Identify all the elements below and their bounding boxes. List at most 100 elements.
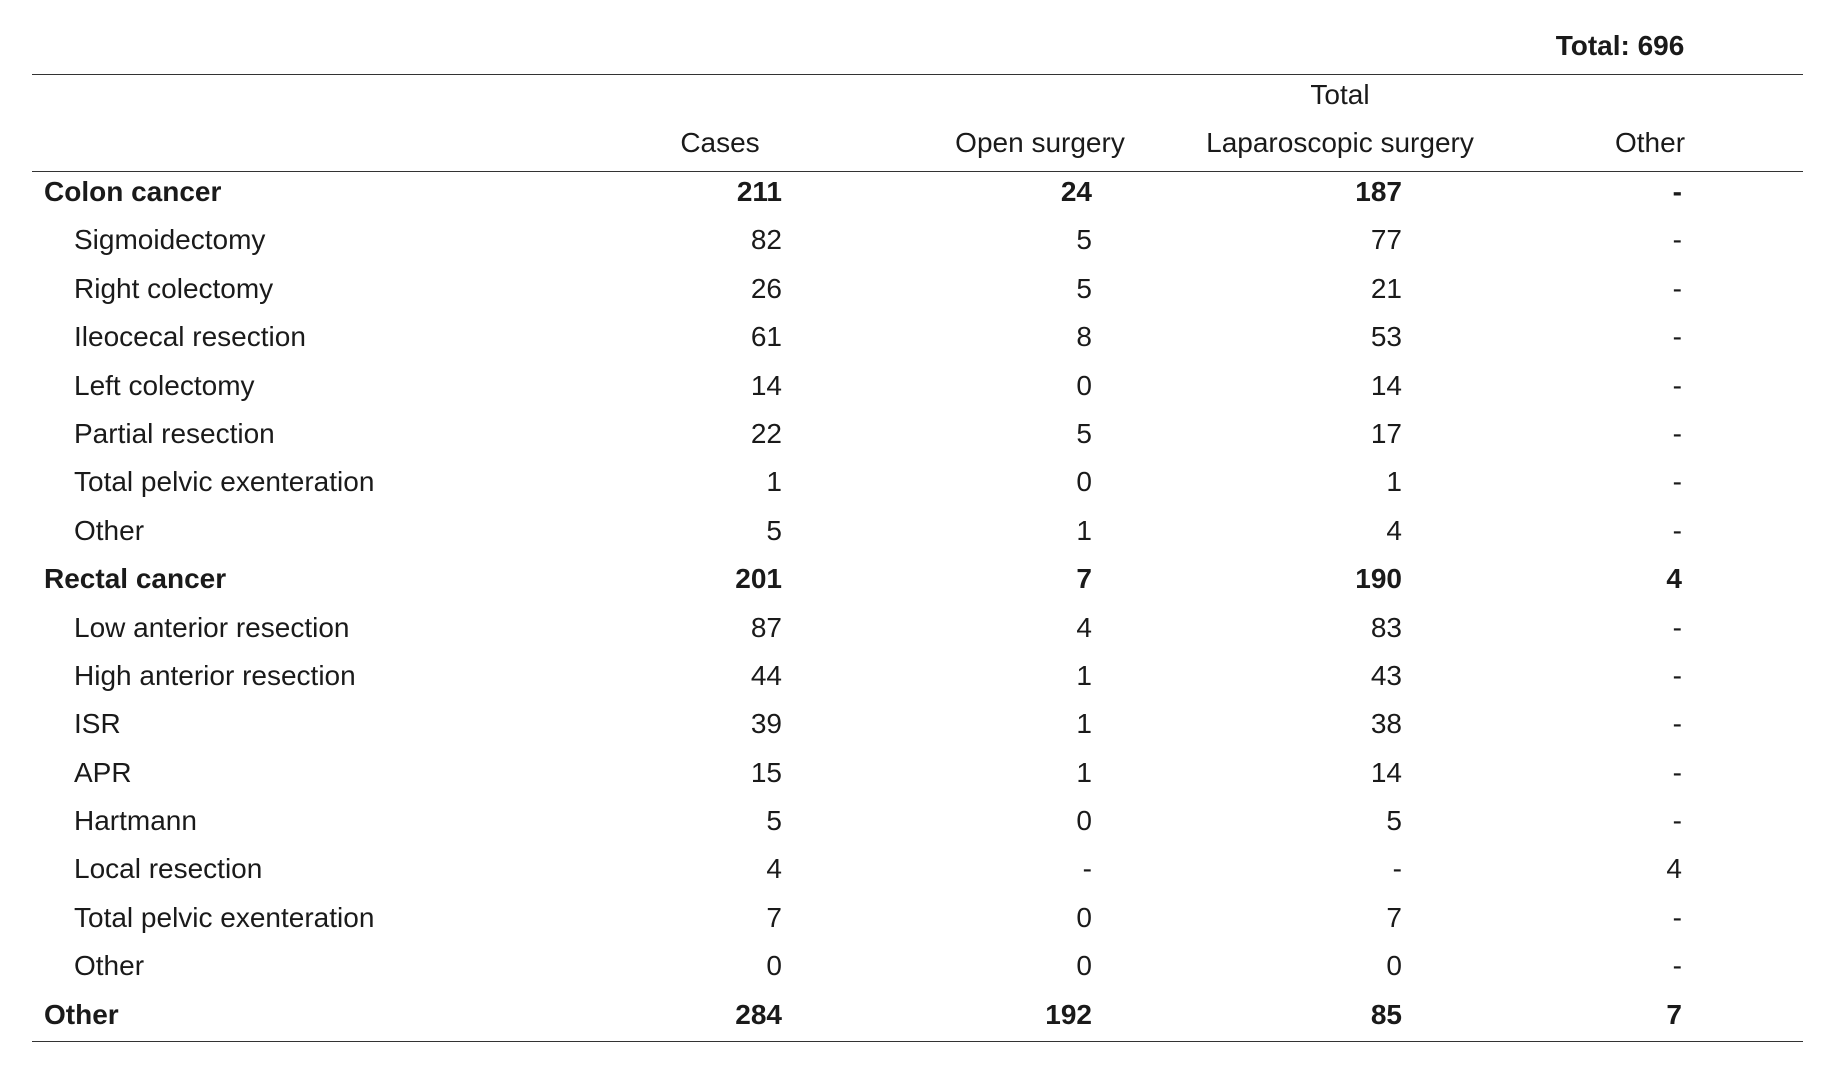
cell-other: 4 bbox=[1666, 853, 1682, 885]
cell-open-surgery: 5 bbox=[1076, 417, 1092, 449]
cell-other: - bbox=[1672, 224, 1682, 256]
cell-cases: 82 bbox=[750, 224, 782, 256]
cell-cases: 201 bbox=[735, 563, 782, 595]
cell-laparoscopic-surgery: 17 bbox=[1370, 417, 1402, 449]
cell-other: - bbox=[1672, 950, 1682, 982]
table-body: Colon cancer 211 24 187- Sigmoidectomy 82 5 77-… bbox=[32, 172, 1803, 1043]
row-label: Left colectomy bbox=[74, 369, 255, 401]
cell-other: - bbox=[1672, 756, 1682, 788]
cell-cases: 61 bbox=[750, 321, 782, 353]
cell-laparoscopic-surgery: 83 bbox=[1370, 611, 1402, 643]
cell-open-surgery: 0 bbox=[1076, 901, 1092, 933]
table-top-rule bbox=[32, 74, 1803, 75]
row-label: Colon cancer bbox=[44, 176, 222, 207]
cell-cases: 211 bbox=[736, 176, 782, 207]
cell-cases: 284 bbox=[735, 998, 782, 1030]
cell-cases: 0 bbox=[766, 950, 782, 982]
row-label: Right colectomy bbox=[74, 272, 274, 304]
cell-cases: 5 bbox=[766, 514, 782, 546]
cell-other: - bbox=[1672, 901, 1682, 933]
cell-cases: 15 bbox=[750, 756, 782, 788]
cell-other: 4 bbox=[1666, 563, 1682, 595]
cell-cases: 26 bbox=[750, 272, 782, 304]
table-category-row: Colon cancer 211 24 187 - bbox=[32, 172, 1803, 220]
cell-cases: 14 bbox=[750, 369, 782, 401]
table-row: Ileocecal resection 61 8 53 - bbox=[32, 317, 1803, 365]
cell-laparoscopic-surgery: 5 bbox=[1386, 805, 1402, 837]
column-header-other: Other bbox=[1614, 127, 1686, 158]
cell-open-surgery: - bbox=[1082, 853, 1092, 885]
cell-open-surgery: 5 bbox=[1076, 272, 1092, 304]
row-label: Sigmoidectomy bbox=[74, 224, 266, 256]
cell-laparoscopic-surgery: 7 bbox=[1386, 901, 1402, 933]
cell-laparoscopic-surgery: 43 bbox=[1370, 659, 1402, 691]
row-label: Other bbox=[44, 998, 119, 1030]
cell-other: - bbox=[1672, 272, 1682, 304]
cell-cases: 1 bbox=[766, 466, 782, 498]
row-label: Low anterior resection bbox=[74, 611, 350, 643]
cell-cases: 5 bbox=[766, 805, 782, 837]
cell-cases: 22 bbox=[750, 417, 782, 449]
table-row: High anterior resection 44 1 43 - bbox=[32, 656, 1803, 704]
table-bottom-rule bbox=[32, 1041, 1803, 1042]
cell-open-surgery: 24 bbox=[1060, 176, 1092, 207]
cell-open-surgery: 5 bbox=[1076, 224, 1092, 256]
table-row: Left colectomy 14 0 14 - bbox=[32, 366, 1803, 414]
cell-laparoscopic-surgery: 77 bbox=[1370, 224, 1402, 256]
row-label: Other bbox=[74, 950, 145, 982]
row-label: Rectal cancer bbox=[44, 563, 227, 595]
row-label: High anterior resection bbox=[74, 659, 356, 691]
cell-other: - bbox=[1672, 321, 1682, 353]
table-row: Low anterior resection 87 4 83 - bbox=[32, 608, 1803, 656]
table-row: Other 0 0 0 - bbox=[32, 946, 1803, 994]
cell-other: - bbox=[1672, 611, 1682, 643]
column-group-header-total: Total bbox=[1310, 79, 1370, 110]
cell-cases: 39 bbox=[750, 708, 782, 740]
header-separator-rule bbox=[32, 171, 1803, 172]
cell-laparoscopic-surgery: 190 bbox=[1355, 563, 1402, 595]
row-label: Other bbox=[74, 514, 145, 546]
cell-cases: 87 bbox=[750, 611, 782, 643]
cell-laparoscopic-surgery: 1 bbox=[1386, 466, 1402, 498]
cell-laparoscopic-surgery: 14 bbox=[1370, 756, 1402, 788]
cell-other: 7 bbox=[1666, 998, 1682, 1030]
column-header-laparoscopic-surgery: Laparoscopic surgery bbox=[1206, 127, 1474, 158]
cell-laparoscopic-surgery: 14 bbox=[1370, 369, 1402, 401]
cell-other: - bbox=[1672, 417, 1682, 449]
row-label: Local resection bbox=[74, 853, 263, 885]
table-category-row: Rectal cancer 201 7 190 4 bbox=[32, 559, 1803, 607]
cell-other: - bbox=[1672, 514, 1682, 546]
grand-total-label: Total: 696 bbox=[1555, 30, 1685, 61]
cell-other: - bbox=[1672, 659, 1682, 691]
column-header-cases: Cases bbox=[680, 127, 760, 158]
table-row: APR 15 1 14 - bbox=[32, 753, 1803, 801]
table-row: Partial resection 22 5 17 - bbox=[32, 414, 1803, 462]
cell-laparoscopic-surgery: 0 bbox=[1386, 950, 1402, 982]
cell-other: - bbox=[1672, 176, 1682, 207]
cell-other: - bbox=[1672, 805, 1682, 837]
cell-cases: 7 bbox=[766, 901, 782, 933]
cell-laparoscopic-surgery: - bbox=[1392, 853, 1402, 885]
cell-open-surgery: 0 bbox=[1076, 950, 1092, 982]
cell-other: - bbox=[1672, 369, 1682, 401]
cell-open-surgery: 192 bbox=[1045, 998, 1092, 1030]
cell-open-surgery: 1 bbox=[1076, 756, 1092, 788]
cell-laparoscopic-surgery: 21 bbox=[1370, 272, 1402, 304]
table-row: Right colectomy 26 5 21 - bbox=[32, 269, 1803, 317]
table-row: Sigmoidectomy 82 5 77 - bbox=[32, 220, 1803, 268]
table-row: Hartmann 5 0 5 - bbox=[32, 801, 1803, 849]
cell-laparoscopic-surgery: 38 bbox=[1370, 708, 1402, 740]
table-category-row: Other 284 192 85 7 bbox=[32, 995, 1803, 1043]
cell-cases: 44 bbox=[750, 659, 782, 691]
cell-open-surgery: 1 bbox=[1076, 514, 1092, 546]
cell-open-surgery: 0 bbox=[1076, 466, 1092, 498]
cell-open-surgery: 1 bbox=[1076, 659, 1092, 691]
row-label: ISR bbox=[74, 708, 121, 740]
table-row: Total pelvic exenteration 1 0 1 - bbox=[32, 462, 1803, 510]
cell-laparoscopic-surgery: 53 bbox=[1370, 321, 1402, 353]
cell-open-surgery: 8 bbox=[1076, 321, 1092, 353]
cell-other: - bbox=[1672, 466, 1682, 498]
cell-open-surgery: 4 bbox=[1076, 611, 1092, 643]
table-row: Local resection 4 - - 4 bbox=[32, 849, 1803, 897]
cell-laparoscopic-surgery: 187 bbox=[1355, 176, 1402, 207]
